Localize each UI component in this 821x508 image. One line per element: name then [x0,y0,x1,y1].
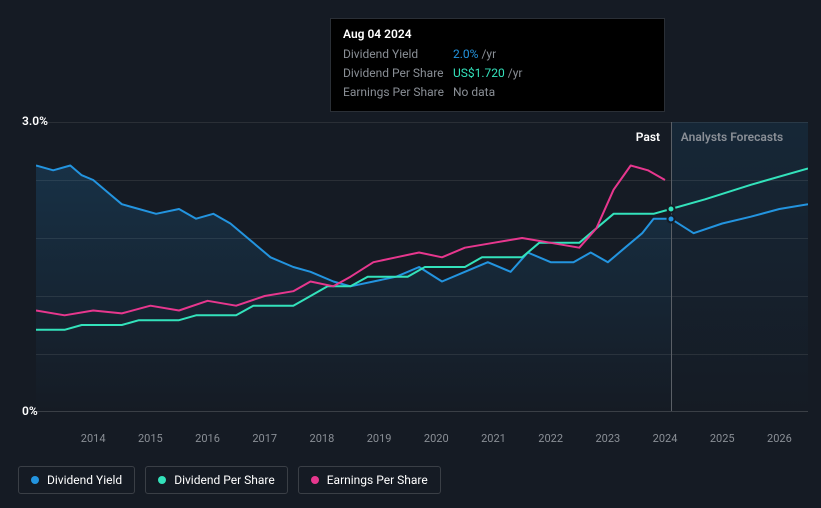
tooltip-label: Earnings Per Share [343,83,453,102]
x-axis-tick: 2018 [310,432,335,445]
x-axis-tick: 2023 [595,432,620,445]
legend-label: Dividend Per Share [174,473,275,487]
legend-dot-icon [31,476,39,484]
legend-item-dividend_yield[interactable]: Dividend Yield [18,466,135,494]
plot-area[interactable]: PastAnalysts Forecasts [36,122,808,412]
y-axis-label: 0% [22,404,38,418]
tooltip-label: Dividend Per Share [343,64,453,83]
x-axis-tick: 2026 [767,432,792,445]
x-axis-tick: 2016 [195,432,220,445]
tooltip-unit: /yr [508,64,523,83]
legend-dot-icon [158,476,166,484]
x-axis-tick: 2015 [138,432,163,445]
x-axis-tick: 2025 [710,432,735,445]
legend-item-dividend_per_share[interactable]: Dividend Per Share [145,466,288,494]
x-axis-tick: 2021 [481,432,506,445]
tooltip-label: Dividend Yield [343,45,453,64]
x-axis-tick: 2024 [653,432,678,445]
x-axis-tick: 2017 [252,432,277,445]
marker-dividend_per_share [666,205,675,214]
marker-dividend_yield [666,214,675,223]
legend-label: Earnings Per Share [327,473,428,487]
tooltip-row: Earnings Per ShareNo data [343,83,652,102]
tooltip-row: Dividend Per ShareUS$1.720/yr [343,64,652,83]
tooltip-value: No data [453,83,495,102]
chart-container: PastAnalysts Forecasts 3.0% 0% [18,108,808,423]
hover-tooltip: Aug 04 2024 Dividend Yield2.0%/yrDividen… [330,18,665,112]
legend: Dividend Yield Dividend Per Share Earnings… [18,466,441,494]
area-fill [36,166,671,413]
tooltip-value: 2.0% [453,45,478,64]
x-axis-tick: 2020 [424,432,449,445]
x-axis-tick: 2019 [367,432,392,445]
legend-label: Dividend Yield [47,473,122,487]
tooltip-row: Dividend Yield2.0%/yr [343,45,652,64]
x-axis-tick: 2022 [538,432,563,445]
legend-dot-icon [311,476,319,484]
x-axis-tick: 2014 [81,432,106,445]
legend-item-earnings_per_share[interactable]: Earnings Per Share [298,466,441,494]
tooltip-date: Aug 04 2024 [343,27,652,41]
tooltip-value: US$1.720 [453,64,505,83]
chart-svg [36,122,808,412]
y-axis-label: 3.0% [22,114,48,128]
tooltip-unit: /yr [481,45,496,64]
